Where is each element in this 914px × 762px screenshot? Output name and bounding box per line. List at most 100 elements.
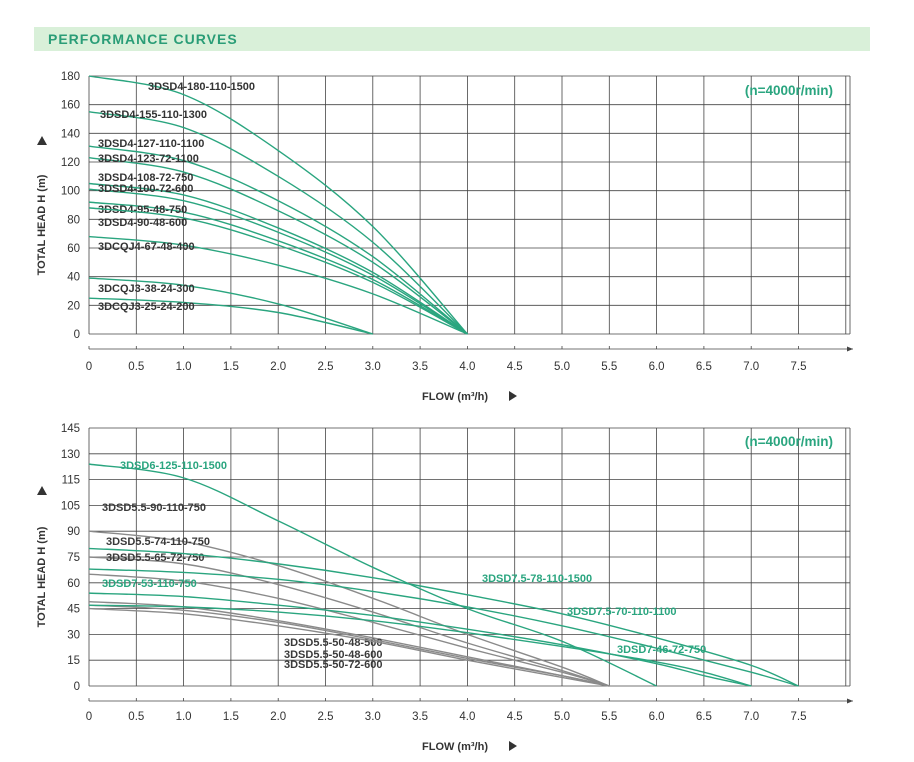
x-axis-title: FLOW (m³/h) xyxy=(422,741,488,753)
y-tick-label: 100 xyxy=(61,186,80,198)
y-tick-label: 120 xyxy=(61,157,80,169)
x-axis-arrow-icon xyxy=(847,346,853,352)
y-tick-label: 145 xyxy=(61,423,80,435)
series-curve xyxy=(88,188,468,335)
series-curve xyxy=(88,530,610,687)
series-curve xyxy=(88,547,799,687)
x-tick-label: 5.5 xyxy=(601,361,617,373)
x-tick-label: 7.5 xyxy=(791,361,807,373)
chart-1: 0 0.5 1.0 1.5 2.0 2.5 3.0 3.5 4.0 4.5 5.0 5.5 6.0 6.5… xyxy=(36,71,853,403)
x-tick-label: 6.5 xyxy=(696,361,712,373)
series-label: 3DSD4-100-72-600 xyxy=(98,183,193,195)
y-tick-label: 160 xyxy=(61,100,80,112)
x-tick-label: 0 xyxy=(86,361,92,373)
x-tick-label: 3.0 xyxy=(365,711,381,723)
series-curve xyxy=(88,463,657,687)
section-title: PERFORMANCE CURVES xyxy=(48,31,238,47)
y-tick-label: 60 xyxy=(67,578,80,590)
series-label: 3DSD4-180-110-1500 xyxy=(148,81,255,93)
x-tick-label: 5.5 xyxy=(601,711,617,723)
series-curve xyxy=(88,207,468,335)
series-label: 3DSD4-123-72-1100 xyxy=(98,153,199,165)
series-curve xyxy=(88,277,374,335)
y-tick-label: 140 xyxy=(61,128,80,140)
series-label: 3DCQJ4-67-48-400 xyxy=(98,241,195,253)
series-curve xyxy=(88,607,610,687)
y-tick-label: 20 xyxy=(67,300,80,312)
series-label: 3DSD6-125-110-1500 xyxy=(120,460,227,472)
series-curve xyxy=(88,573,610,687)
y-tick-label: 0 xyxy=(74,681,80,693)
series-label: 3DSD4-127-110-1100 xyxy=(98,138,204,150)
series-curve xyxy=(88,145,468,335)
series-curve xyxy=(88,235,468,335)
x-tick-label: 6.5 xyxy=(696,711,712,723)
x-tick-label: 7.5 xyxy=(791,711,807,723)
x-tick-label: 3.5 xyxy=(412,361,428,373)
x-tick-label: 4.0 xyxy=(459,711,475,723)
x-tick-label: 0.5 xyxy=(128,361,144,373)
series-label: 3DCQJ3-25-24-200 xyxy=(98,301,195,313)
x-tick-label: 7.0 xyxy=(743,711,759,723)
chart-2: 0 0.5 1.0 1.5 2.0 2.5 3.0 3.5 4.0 4.5 5.0 5.5 6.0 6.5… xyxy=(36,423,853,753)
series-label: 3DSD7-53-110-750 xyxy=(102,578,197,590)
y-tick-label: 130 xyxy=(61,449,80,461)
y-tick-label: 75 xyxy=(67,552,80,564)
x-tick-label: 6.0 xyxy=(649,711,665,723)
series-curve xyxy=(88,75,468,335)
series-label: 3DCQJ3-38-24-300 xyxy=(98,283,195,295)
x-tick-label: 6.0 xyxy=(649,361,665,373)
series-label: 3DSD4-155-110-1300 xyxy=(100,109,207,121)
series-label: 3DSD5.5-74-110-750 xyxy=(106,536,210,548)
x-tick-label: 4.5 xyxy=(507,711,523,723)
series-label: 3DSD7.5-70-110-1100 xyxy=(567,606,676,618)
series-label: 3DSD7.5-78-110-1500 xyxy=(482,573,592,585)
x-tick-label: 1.0 xyxy=(176,711,192,723)
series-curve xyxy=(88,592,752,687)
x-tick-label: 0.5 xyxy=(128,711,144,723)
y-tick-label: 0 xyxy=(74,329,80,341)
y-axis-title: TOTAL HEAD H (m) xyxy=(36,526,48,627)
series-label: 3DSD4-108-72-750 xyxy=(98,172,193,184)
series-curve xyxy=(88,604,752,687)
series-label: 3DSD4-90-48-600 xyxy=(98,217,187,229)
y-title-arrow-icon xyxy=(37,136,47,145)
series-curve xyxy=(88,111,468,335)
speed-annotation: (n=4000r/min) xyxy=(745,83,833,98)
series-label: 3DSD5.5-90-110-750 xyxy=(102,502,206,514)
series-label: 3DSD7-46-72-750 xyxy=(617,644,706,656)
x-tick-label: 3.5 xyxy=(412,711,428,723)
x-tick-label: 3.0 xyxy=(365,361,381,373)
y-axis-title: TOTAL HEAD H (m) xyxy=(36,174,48,275)
x-tick-label: 2.0 xyxy=(270,711,286,723)
x-tick-label: 4.5 xyxy=(507,361,523,373)
x-tick-label: 5.0 xyxy=(554,361,570,373)
series-label: 3DSD5.5-50-48-600 xyxy=(284,649,382,661)
speed-annotation: (n=4000r/min) xyxy=(745,434,833,449)
x-title-arrow-icon xyxy=(509,741,517,751)
series-curve xyxy=(88,182,468,335)
series-label: 3DSD5.5-50-72-600 xyxy=(284,659,382,671)
series-curve xyxy=(88,157,468,335)
y-tick-label: 80 xyxy=(67,214,80,226)
y-tick-label: 15 xyxy=(67,655,80,667)
series-label: 3DSD5.5-50-48-500 xyxy=(284,637,382,649)
y-tick-label: 60 xyxy=(67,243,80,255)
x-tick-label: 1.5 xyxy=(223,711,239,723)
series-label: 3DSD4-95-48-750 xyxy=(98,204,187,216)
section-header: PERFORMANCE CURVES xyxy=(34,27,870,51)
y-tick-label: 115 xyxy=(62,475,80,487)
y-tick-label: 180 xyxy=(61,71,80,83)
x-axis-title: FLOW (m³/h) xyxy=(422,391,488,403)
x-tick-label: 1.5 xyxy=(223,361,239,373)
y-tick-label: 45 xyxy=(67,604,80,616)
y-tick-label: 90 xyxy=(67,526,80,538)
series-curve xyxy=(88,568,799,687)
x-tick-label: 0 xyxy=(86,711,92,723)
x-tick-label: 5.0 xyxy=(554,711,570,723)
x-tick-label: 7.0 xyxy=(743,361,759,373)
x-tick-label: 4.0 xyxy=(459,361,475,373)
y-title-arrow-icon xyxy=(37,486,47,495)
x-title-arrow-icon xyxy=(509,391,517,401)
